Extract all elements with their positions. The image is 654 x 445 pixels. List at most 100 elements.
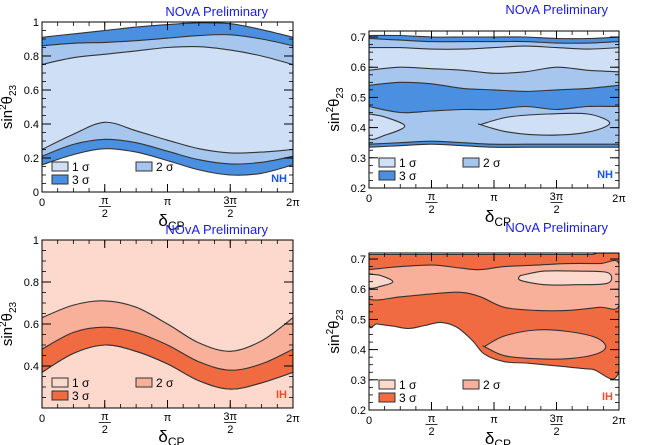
legend: 1 σ3 σ 2 σ: [51, 376, 174, 403]
legend-label-1-sigma: 1 σ: [399, 378, 417, 392]
y-axis-label-sub: 23: [8, 84, 19, 96]
legend-label-3-sigma: 3 σ: [72, 389, 90, 403]
legend-swatch-2-sigma: [135, 377, 153, 388]
x-axis-label: δCP: [158, 211, 184, 233]
x-tick-label: 0: [366, 415, 372, 427]
x-axis-label: δCP: [485, 429, 511, 445]
legend-label-3-sigma: 3 σ: [399, 169, 417, 183]
x-tick-label-num: 3π: [223, 411, 237, 423]
y-tick-label: 0.5: [351, 92, 366, 104]
x-tick-label: 0: [39, 413, 45, 425]
y-axis-label-sub: 23: [335, 309, 346, 321]
contour-1-sigma-upper: [369, 45, 619, 74]
y-axis-label-main: sin: [326, 112, 343, 131]
legend-swatch-3-sigma: [378, 170, 396, 181]
hierarchy-label: IH: [276, 389, 287, 401]
x-axis-label-sub: CP: [168, 435, 185, 445]
x-tick-label-den: 2: [428, 426, 434, 438]
plot-area: [369, 253, 619, 410]
legend-swatch-2-sigma: [135, 161, 153, 172]
x-tick-label: π: [490, 192, 498, 204]
x-tick-label-num: 3π: [550, 413, 564, 425]
y-tick-label: 0.2: [351, 405, 366, 417]
x-axis-label-main: δ: [485, 207, 494, 226]
y-tick-label: 0.3: [351, 153, 366, 165]
legend-label-1-sigma: 1 σ: [399, 156, 417, 170]
y-tick-label: 0.2: [24, 153, 39, 165]
contour-1-sigma-upper-island: [517, 270, 613, 286]
chart-title: NOvA Preliminary: [165, 4, 268, 19]
chart-title: NOvA Preliminary: [165, 222, 268, 237]
contour-1-sigma-left-sliver: [369, 273, 394, 289]
x-tick-label: π: [164, 412, 172, 424]
contour-1-sigma-lower-left: [369, 113, 406, 141]
y-axis-label-main: sin: [326, 334, 343, 353]
x-tick-label: 0: [366, 193, 372, 205]
y-tick-label: 0.7: [351, 254, 366, 266]
legend-swatch-3-sigma: [378, 392, 396, 403]
plot-area: [42, 240, 293, 408]
y-tick-label: 0.6: [351, 62, 366, 74]
y-tick-label: 0.2: [351, 183, 366, 195]
x-tick-label-num: 3π: [550, 191, 564, 203]
legend-swatch-2-sigma: [462, 157, 480, 168]
legend-label-2-sigma: 2 σ: [483, 378, 501, 392]
y-axis-label: sin2θ23: [0, 84, 19, 129]
chart-title: NOvA Preliminary: [505, 220, 608, 235]
legend-swatch-3-sigma: [51, 390, 69, 401]
y-axis-label-sup: 2: [325, 106, 336, 112]
legend-label-1-sigma: 1 σ: [72, 376, 90, 390]
y-tick-label: 0.4: [351, 345, 366, 357]
y-tick-label: 0.4: [24, 361, 39, 373]
hierarchy-label: NH: [597, 169, 613, 181]
legend-label-3-sigma: 3 σ: [72, 173, 90, 187]
y-tick-label: 1: [33, 17, 39, 29]
x-tick-label: 2π: [286, 197, 300, 209]
contour-3-sigma-middle: [369, 81, 619, 114]
x-tick-label-num: 3π: [223, 195, 237, 207]
x-tick-label: 2π: [286, 413, 300, 425]
x-axis-label-main: δ: [485, 429, 494, 445]
legend: 1 σ3 σ 2 σ: [378, 156, 501, 183]
y-tick-label: 0: [33, 187, 39, 199]
plot-area: [42, 22, 293, 192]
x-tick-label: 2π: [612, 415, 626, 427]
y-axis-label: sin2θ23: [0, 301, 19, 346]
y-tick-label: 1: [33, 235, 39, 247]
y-tick-label: 0.6: [351, 284, 366, 296]
legend-label-2-sigma: 2 σ: [156, 376, 174, 390]
plot-area: [369, 31, 619, 188]
legend-label-2-sigma: 2 σ: [483, 156, 501, 170]
x-tick-label-num: π: [428, 191, 436, 203]
contour-2-sigma-lower-island: [482, 329, 607, 360]
legend-label-1-sigma: 1 σ: [72, 160, 90, 174]
x-tick-label-den: 2: [102, 424, 108, 436]
y-axis-label-sub: 23: [8, 301, 19, 313]
y-tick-label: 0.8: [24, 277, 39, 289]
y-tick-label: 0.7: [351, 32, 366, 44]
x-tick-label: 2π: [612, 193, 626, 205]
x-axis-label-main: δ: [158, 427, 167, 445]
y-tick-label: 0.4: [351, 123, 366, 135]
legend-label-3-sigma: 3 σ: [399, 391, 417, 405]
y-tick-label: 0.3: [351, 375, 366, 387]
x-tick-label-den: 2: [428, 204, 434, 216]
y-axis-label-sub: 23: [335, 87, 346, 99]
x-tick-label-den: 2: [102, 208, 108, 220]
x-tick-label-den: 2: [227, 208, 233, 220]
x-tick-label-den: 2: [553, 426, 559, 438]
contour-3-sigma: [42, 326, 293, 390]
x-tick-label-num: π: [428, 413, 436, 425]
x-tick-label-num: π: [101, 411, 109, 423]
y-axis-label-sup: 2: [0, 104, 9, 110]
legend-swatch-1-sigma: [378, 379, 396, 390]
x-tick-label: π: [164, 196, 172, 208]
legend: 1 σ3 σ 2 σ: [378, 378, 501, 405]
x-tick-label-den: 2: [227, 424, 233, 436]
legend: 1 σ3 σ 2 σ: [51, 160, 174, 187]
y-axis-label-sup: 2: [0, 321, 9, 327]
hierarchy-label: IH: [602, 391, 613, 403]
